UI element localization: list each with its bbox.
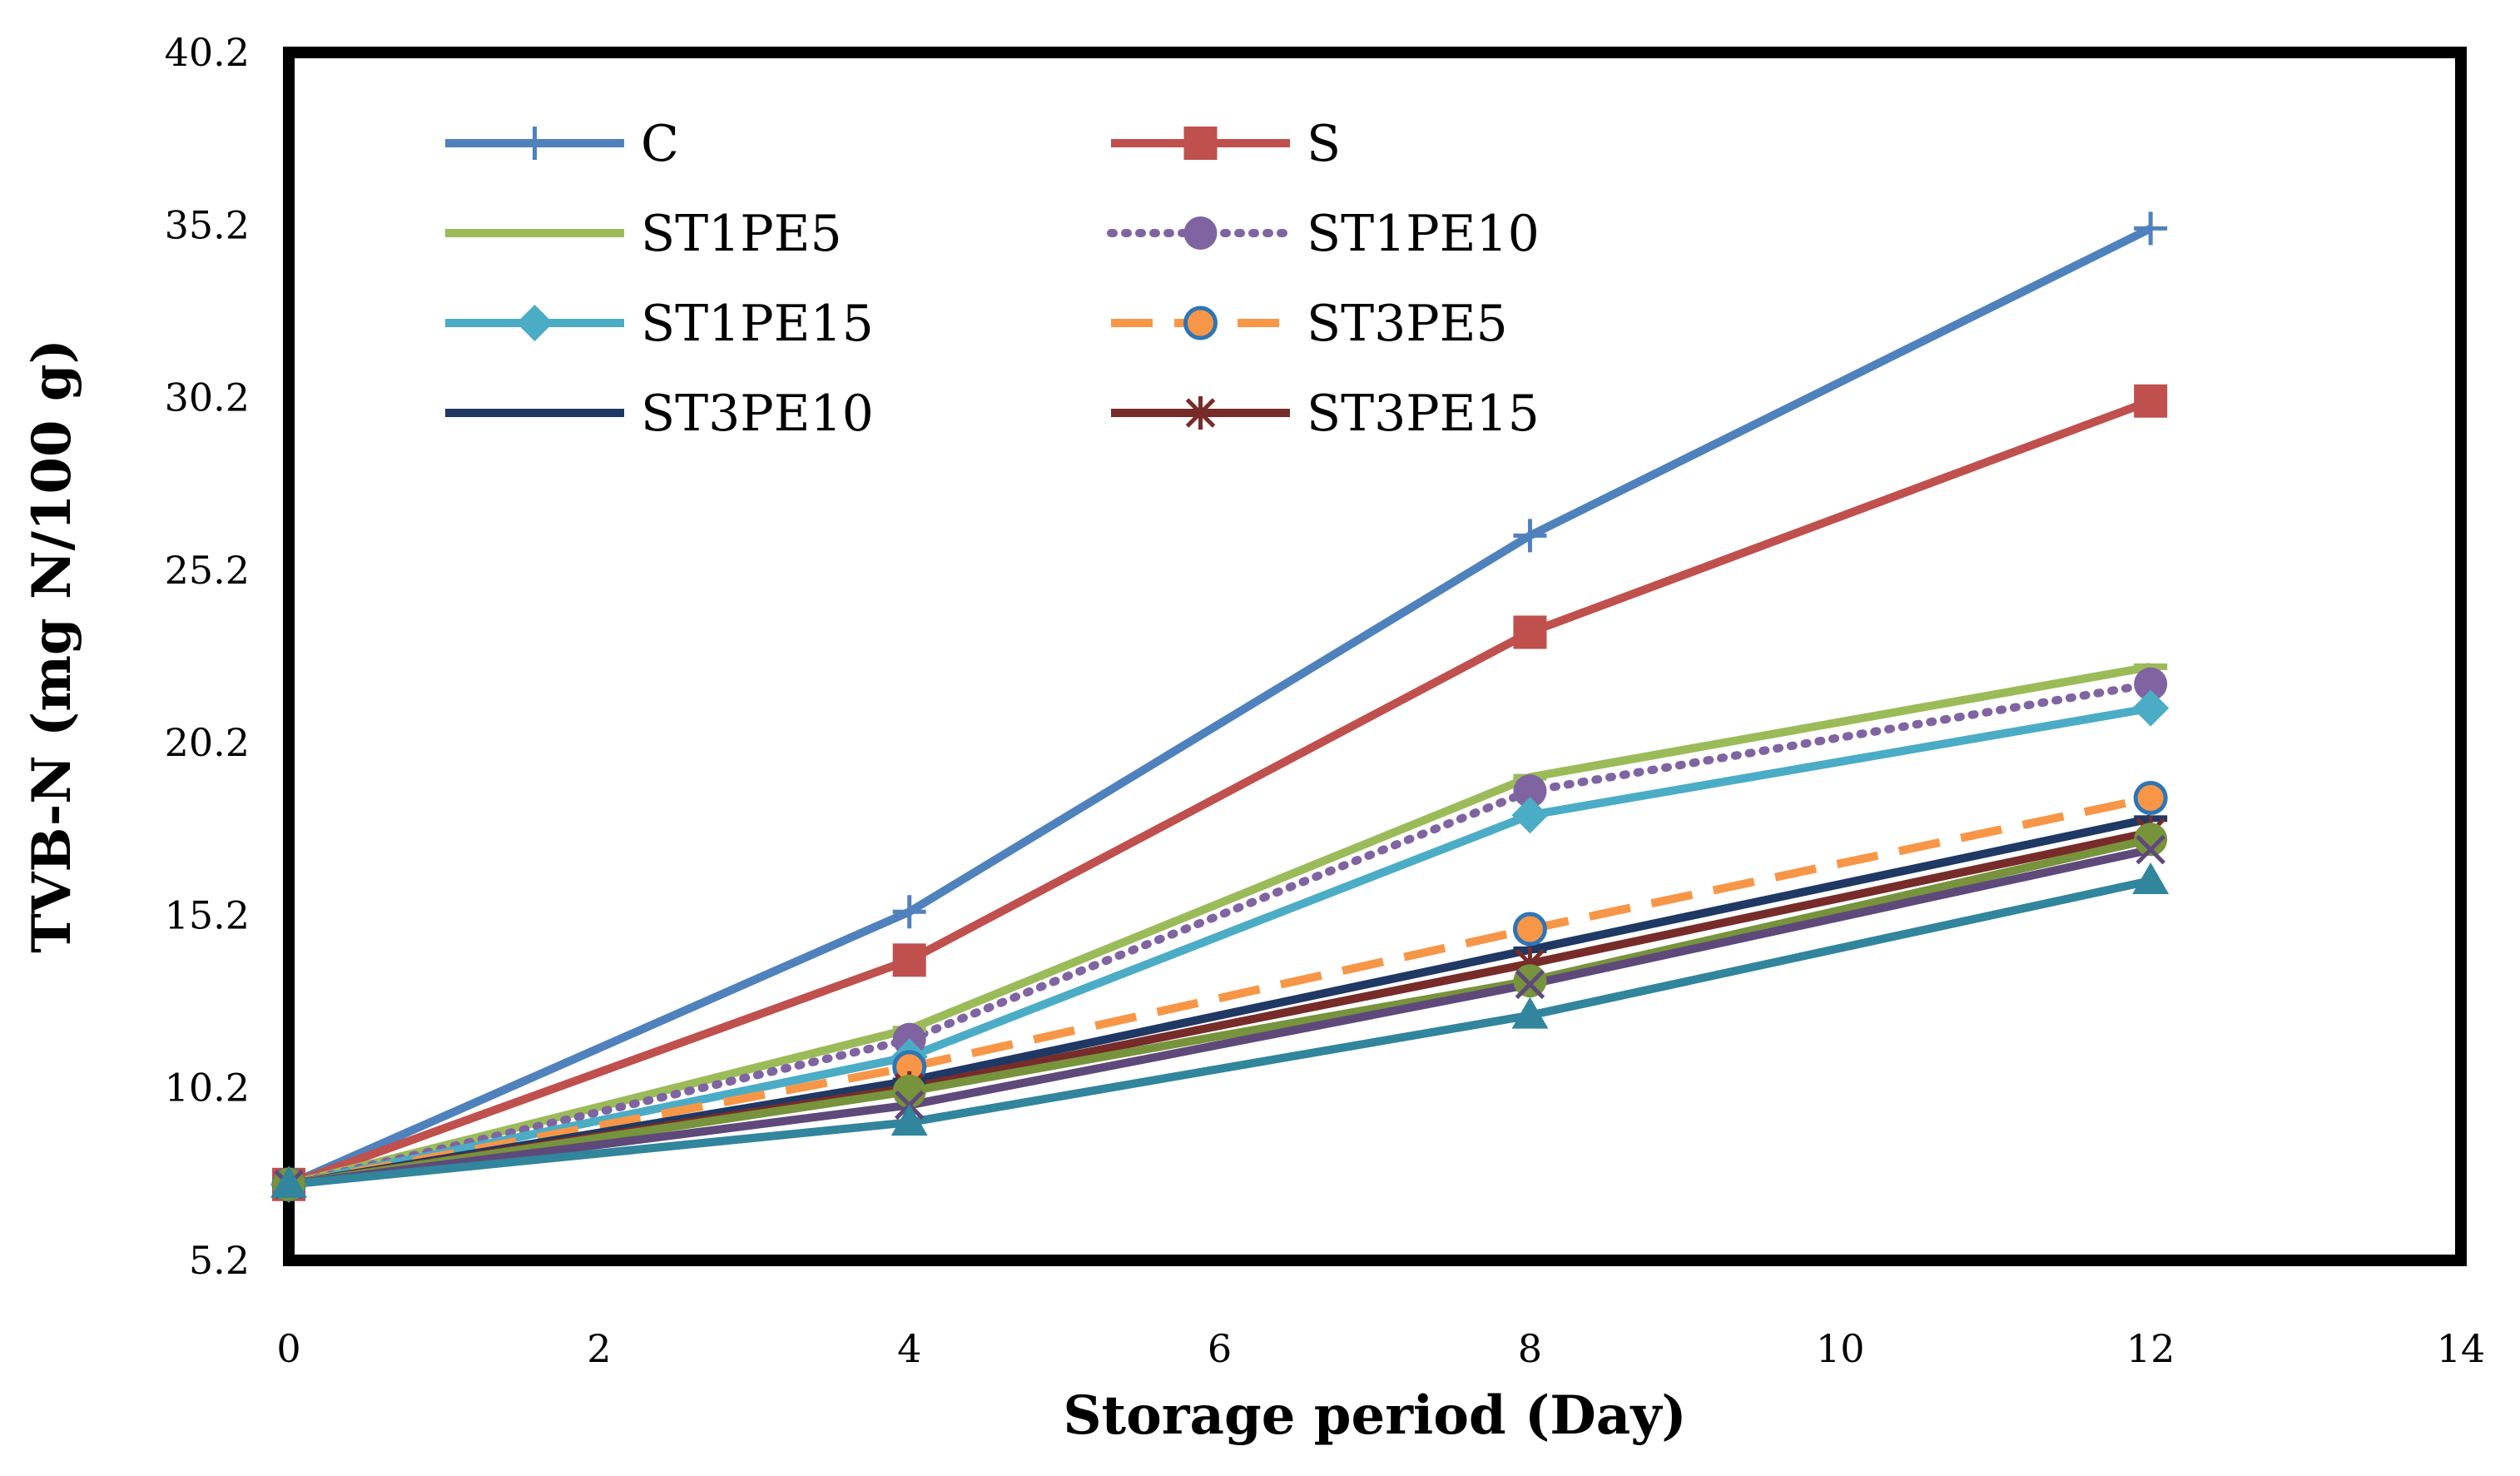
legend-label: ST1PE5 (641, 205, 842, 263)
legend-entry: ST1PE15 (445, 295, 874, 353)
y-axis-title: TVB-N (mg N/100 g) (21, 339, 83, 953)
legend-marker (518, 230, 552, 236)
series-line-unlabeled-10 (288, 877, 2152, 1189)
legend-marker (518, 410, 552, 416)
legend-entry: S (1111, 115, 1341, 173)
series-markers (270, 211, 2170, 1203)
data-point (1513, 774, 1547, 808)
data-point (2134, 822, 2168, 857)
y-tick-label: 30.2 (165, 375, 250, 420)
data-point (2132, 862, 2170, 894)
series-line-st1pe5 (287, 663, 2152, 1189)
x-tick-label: 14 (2437, 1326, 2486, 1371)
data-point (892, 895, 926, 929)
legend-label: C (641, 115, 679, 173)
data-point (1513, 519, 1547, 553)
y-tick-label: 5.2 (189, 1238, 250, 1283)
data-point (1515, 969, 1545, 1000)
data-point (1511, 996, 1549, 1029)
data-point (2134, 663, 2168, 670)
data-point (2136, 834, 2165, 865)
x-tick-label: 4 (897, 1326, 921, 1371)
legend-label: ST1PE15 (641, 295, 874, 353)
data-point (1513, 964, 1547, 998)
legend-entry: C (445, 115, 679, 173)
series-line-c (286, 224, 2153, 1189)
legend-label: ST3PE10 (641, 385, 874, 443)
legend-label: ST3PE15 (1307, 385, 1540, 443)
data-point (892, 943, 926, 977)
series-markers-unlabeled-10 (270, 862, 2170, 1198)
y-axis-tick-labels: 5.2 10.2 15.2 20.2 25.2 30.2 35.2 40.2 (165, 30, 250, 1283)
legend-marker (1183, 216, 1218, 250)
legend-entry: ST3PE5 (1111, 295, 1508, 353)
series-line-s (287, 397, 2152, 1189)
data-point (2132, 689, 2170, 727)
data-point (2134, 211, 2168, 246)
y-tick-label: 40.2 (165, 30, 250, 75)
x-axis-tick-labels: 0 2 4 6 8 10 12 14 (276, 1326, 2485, 1371)
x-tick-label: 12 (2126, 1326, 2175, 1371)
legend-marker (1183, 306, 1218, 340)
data-point (2134, 667, 2168, 701)
data-point (1511, 797, 1549, 834)
legend-marker (516, 305, 553, 341)
x-tick-label: 2 (587, 1326, 611, 1371)
series-line-st3pe5 (288, 793, 2152, 1189)
series-line-unlabeled-8 (288, 835, 2152, 1189)
legend: C S ST1PE5 ST1PE10 ST1PE15 ST3PE5 ST3PE10 ST3PE… (445, 115, 1540, 443)
data-point (2133, 780, 2168, 815)
data-point (270, 1165, 307, 1198)
data-point (2134, 384, 2168, 418)
y-tick-label: 25.2 (165, 548, 250, 593)
x-tick-label: 8 (1518, 1326, 1542, 1371)
legend-label: ST1PE10 (1307, 205, 1540, 263)
data-point (1512, 912, 1547, 947)
x-axis-title: Storage period (Day) (1063, 1384, 1686, 1447)
y-tick-label: 15.2 (165, 892, 250, 937)
series-lines (285, 224, 2155, 1189)
legend-marker (1183, 127, 1218, 160)
legend-entry: ST1PE10 (1107, 205, 1540, 263)
series-line-st1pe15 (287, 703, 2151, 1189)
legend-label: S (1307, 115, 1341, 173)
legend-entry: ST1PE5 (445, 205, 842, 263)
y-tick-label: 10.2 (165, 1066, 250, 1111)
legend-marker (1185, 396, 1216, 430)
legend-entry: ST3PE10 (445, 385, 874, 443)
y-tick-label: 20.2 (165, 720, 250, 765)
legend-label: ST3PE5 (1307, 295, 1508, 353)
data-point (890, 1104, 928, 1136)
x-tick-label: 10 (1816, 1326, 1865, 1371)
x-tick-label: 6 (1208, 1326, 1232, 1371)
y-tick-label: 35.2 (165, 202, 250, 247)
x-tick-label: 0 (276, 1326, 300, 1371)
series-line-unlabeled-9 (288, 845, 2152, 1189)
legend-entry: ST3PE15 (1111, 385, 1540, 443)
data-point (1513, 615, 1547, 649)
legend-marker (518, 127, 552, 160)
